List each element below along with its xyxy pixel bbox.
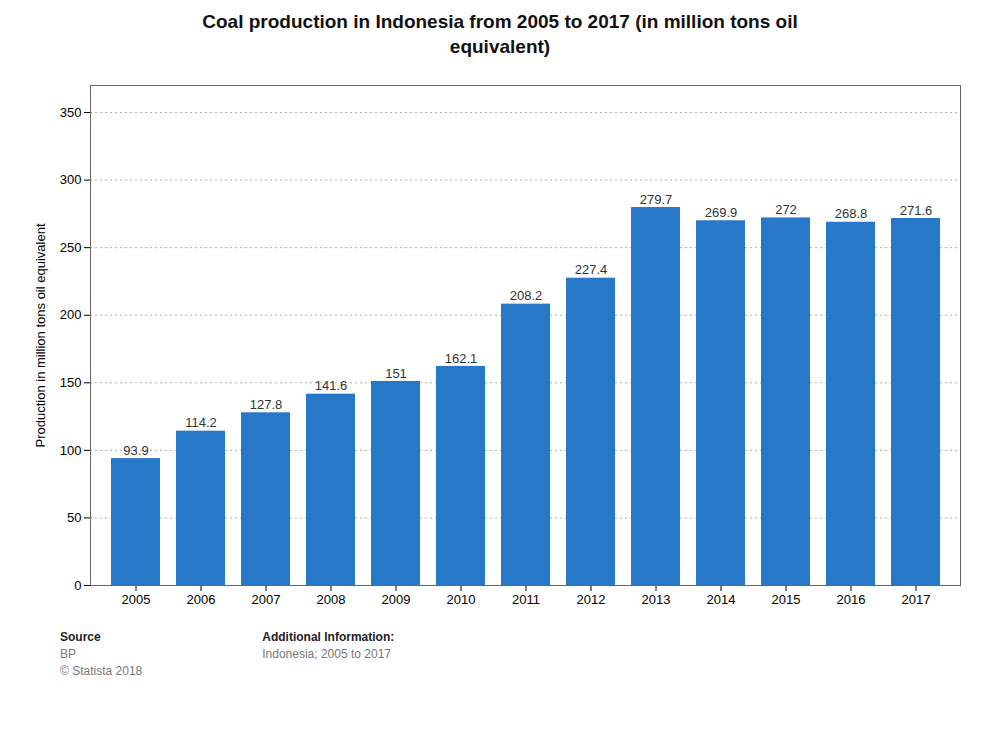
svg-text:2006: 2006 bbox=[187, 592, 216, 607]
svg-text:272: 272 bbox=[775, 202, 797, 217]
svg-text:50: 50 bbox=[67, 510, 81, 525]
html-text:Indonesia; 2005 to 2017: Indonesia; 2005 to 2017 bbox=[262, 647, 391, 662]
svg-text:250: 250 bbox=[60, 240, 82, 255]
svg-text:268.8: 268.8 bbox=[835, 207, 868, 222]
html-text:Source: Source bbox=[60, 630, 101, 645]
html-text:© Statista 2018: © Statista 2018 bbox=[60, 664, 143, 678]
svg-text:2013: 2013 bbox=[642, 592, 671, 607]
svg-text:2011: 2011 bbox=[512, 592, 540, 607]
svg-text:300: 300 bbox=[60, 173, 82, 188]
svg-text:2015: 2015 bbox=[772, 592, 801, 607]
svg-text:350: 350 bbox=[60, 105, 82, 120]
svg-text:Production in million tons oil: Production in million tons oil equivalen… bbox=[33, 223, 48, 447]
svg-text:141.6: 141.6 bbox=[315, 379, 348, 394]
svg-text:200: 200 bbox=[60, 308, 82, 323]
html-text:Coal production in Indonesia f: Coal production in Indonesia from 2005 t… bbox=[202, 11, 798, 57]
html-text:Additional Information:: Additional Information: bbox=[262, 630, 395, 645]
svg-text:2007: 2007 bbox=[252, 592, 281, 607]
svg-text:162.1: 162.1 bbox=[445, 351, 478, 366]
svg-text:208.2: 208.2 bbox=[510, 289, 543, 304]
svg-text:0: 0 bbox=[74, 578, 81, 593]
svg-text:2016: 2016 bbox=[837, 592, 866, 607]
svg-text:127.8: 127.8 bbox=[250, 397, 283, 412]
svg-text:2005: 2005 bbox=[122, 592, 151, 607]
svg-text:93.9: 93.9 bbox=[123, 443, 148, 458]
html-text:BP: BP bbox=[60, 647, 76, 662]
svg-text:151: 151 bbox=[385, 366, 407, 381]
svg-text:2014: 2014 bbox=[707, 592, 736, 607]
svg-text:227.4: 227.4 bbox=[575, 263, 608, 278]
svg-text:2009: 2009 bbox=[382, 592, 411, 607]
svg-text:2017: 2017 bbox=[902, 592, 931, 607]
svg-text:2012: 2012 bbox=[577, 592, 606, 607]
svg-text:271.6: 271.6 bbox=[900, 203, 933, 218]
svg-text:2008: 2008 bbox=[317, 592, 346, 607]
svg-text:100: 100 bbox=[60, 443, 82, 458]
svg-text:150: 150 bbox=[60, 375, 82, 390]
svg-text:279.7: 279.7 bbox=[640, 192, 673, 207]
svg-text:2010: 2010 bbox=[447, 592, 476, 607]
svg-text:114.2: 114.2 bbox=[185, 416, 217, 431]
svg-text:269.9: 269.9 bbox=[705, 205, 738, 220]
